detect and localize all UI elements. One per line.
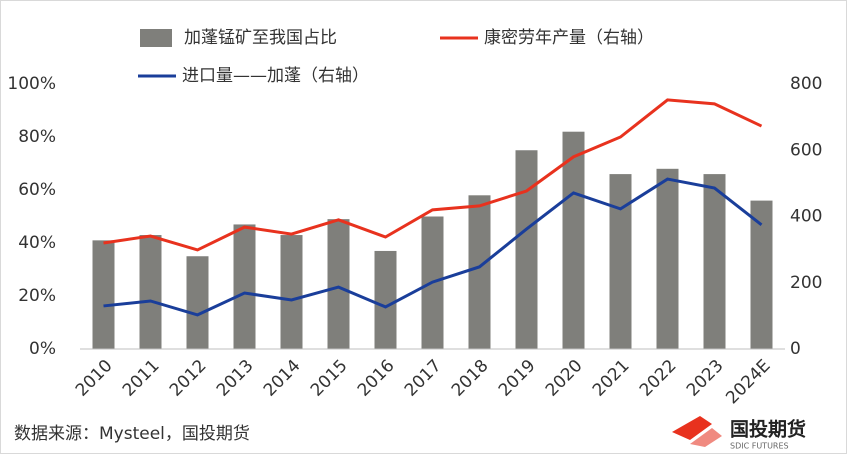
bar [703,174,726,349]
bar [280,235,303,349]
bar [233,224,256,349]
legend-swatch [140,29,172,47]
line [103,98,763,252]
logo-icon [672,416,712,440]
bar [609,174,632,349]
bar [562,131,585,349]
bar [750,200,773,349]
logo-subtext: SDIC FUTURES [730,442,789,451]
line [103,177,763,317]
y2-tick-label: 0 [790,339,801,359]
y-tick-label: 60% [18,180,56,200]
bar [515,150,538,349]
bar [327,219,350,349]
y2-tick-label: 400 [790,207,822,227]
legend-label: 加蓬锰矿至我国占比 [184,28,337,48]
y-tick-label: 0% [29,339,56,359]
bar [186,256,209,349]
bar [656,168,679,349]
y2-tick-label: 600 [790,140,822,160]
bar [139,235,162,349]
bar [374,250,397,349]
logo-icon [690,428,722,447]
logo: 国投期货 SDIC FUTURES [672,416,806,451]
legend-label: 康密劳年产量（右轴） [484,28,654,48]
bar [92,240,115,349]
y2-tick-label: 200 [790,273,822,293]
y-tick-label: 40% [18,233,56,253]
y2-tick-label: 800 [790,74,822,94]
logo-text: 国投期货 [730,418,806,441]
y-tick-label: 80% [18,127,56,147]
source-note: 数据来源：Mysteel，国投期货 [14,424,250,444]
y-tick-label: 100% [7,74,56,94]
legend-label: 进口量——加蓬（右轴） [182,66,369,86]
y-tick-label: 20% [18,286,56,306]
bar [468,195,491,349]
